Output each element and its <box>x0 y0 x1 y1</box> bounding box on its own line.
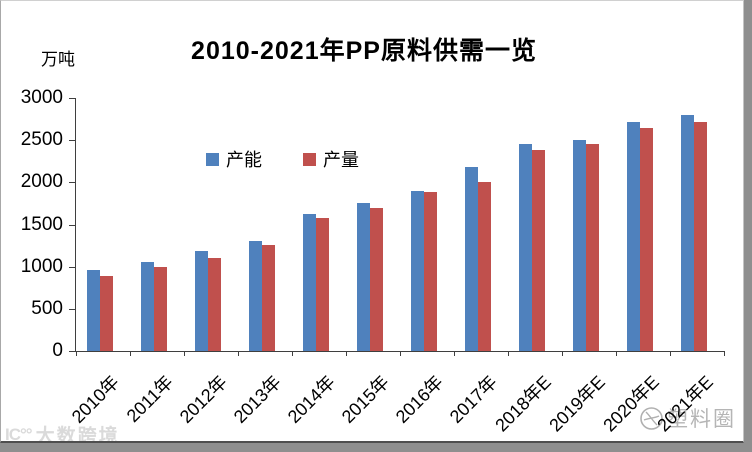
x-tick-mark <box>130 351 131 356</box>
bar-产量-2015年 <box>370 208 383 351</box>
y-tick-mark <box>69 140 76 141</box>
bar-产量-2010年 <box>100 276 113 351</box>
y-tick-mark <box>69 351 76 352</box>
legend-label-production: 产量 <box>323 150 359 170</box>
y-axis-unit-label: 万吨 <box>41 50 75 69</box>
x-tick-mark <box>292 351 293 356</box>
bar-产量-2019年E <box>586 144 599 351</box>
bar-产能-2010年 <box>87 270 100 351</box>
bar-产能-2011年 <box>141 262 154 351</box>
y-tick-label: 2000 <box>20 171 63 192</box>
x-tick-mark <box>184 351 185 356</box>
bar-产能-2013年 <box>249 241 262 351</box>
y-tick-label: 0 <box>52 340 63 361</box>
y-tick-label: 1000 <box>20 256 63 277</box>
bar-产能-2016年 <box>411 191 424 351</box>
x-tick-mark <box>562 351 563 356</box>
x-tick-mark <box>724 351 725 356</box>
y-tick-mark <box>69 98 76 99</box>
bar-产量-2013年 <box>262 245 275 351</box>
chart-title: 2010-2021年PP原料供需一览 <box>191 37 537 65</box>
chart-frame: 万吨 2010-2021年PP原料供需一览 产能 产量 IC°° 大数跨境 塑料… <box>0 0 744 443</box>
x-tick-mark <box>454 351 455 356</box>
bar-产能-2019年E <box>573 140 586 351</box>
y-tick-mark <box>69 309 76 310</box>
x-tick-mark <box>346 351 347 356</box>
x-tick-mark <box>400 351 401 356</box>
bar-产量-2011年 <box>154 267 167 351</box>
watermark-bottom-left: IC°° 大数跨境 <box>5 421 120 443</box>
y-tick-mark <box>69 182 76 183</box>
x-tick-mark <box>238 351 239 356</box>
x-tick-mark <box>76 351 77 356</box>
bar-产量-2014年 <box>316 218 329 351</box>
watermark-bottom-right: 塑料圈 <box>639 403 736 433</box>
bar-产能-2015年 <box>357 203 370 351</box>
y-tick-mark <box>69 225 76 226</box>
bar-产量-2012年 <box>208 258 221 351</box>
y-tick-label: 3000 <box>20 87 63 108</box>
globe-icon <box>640 406 663 430</box>
bar-产量-2018年E <box>532 150 545 351</box>
y-tick-label: 2500 <box>20 129 63 150</box>
bar-产量-2017年 <box>478 182 491 351</box>
x-tick-mark <box>508 351 509 356</box>
watermark-left-text: 大数跨境 <box>35 426 120 443</box>
x-tick-mark <box>616 351 617 356</box>
bar-产量-2020年E <box>640 128 653 351</box>
x-tick-mark <box>670 351 671 356</box>
bar-产能-2018年E <box>519 144 532 351</box>
legend-item-capacity: 产能 <box>206 146 262 172</box>
bar-产量-2021年E <box>694 122 707 351</box>
legend-item-production: 产量 <box>303 146 359 172</box>
watermark-left-logo: IC°° <box>5 424 33 443</box>
bar-产能-2020年E <box>627 122 640 351</box>
y-tick-label: 500 <box>31 298 63 319</box>
y-tick-label: 1500 <box>20 214 63 235</box>
bar-产能-2017年 <box>465 167 478 351</box>
bar-产能-2012年 <box>195 251 208 351</box>
watermark-right-text: 塑料圈 <box>667 408 736 431</box>
bar-产能-2021年E <box>681 115 694 351</box>
legend-swatch-capacity-icon <box>206 152 219 166</box>
bar-产量-2016年 <box>424 192 437 351</box>
legend-label-capacity: 产能 <box>226 150 262 170</box>
legend-swatch-production-icon <box>303 152 316 166</box>
y-tick-mark <box>69 267 76 268</box>
bar-产能-2014年 <box>303 214 316 351</box>
